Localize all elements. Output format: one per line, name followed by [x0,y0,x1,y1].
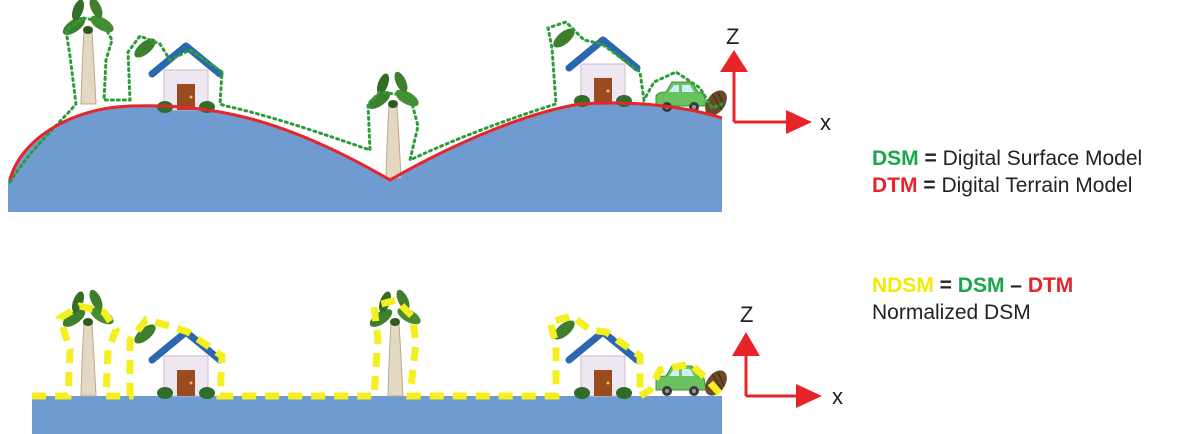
ndsm-dsm: DSM [957,274,1005,297]
palm-tree-icon [364,69,422,179]
legend-top: DSM = Digital Surface Model DTM = Digita… [872,145,1142,199]
dsm-outline [8,16,724,184]
bottom-panel: Z x [32,287,843,434]
ndsm-eq: = [933,274,958,297]
dtm-sep: = [917,174,942,197]
axis-top: Z x [720,24,831,135]
z-axis-label: Z [726,24,739,49]
ndsm-dtm: DTM [1027,274,1074,297]
terrain-bottom [32,396,722,434]
ndsm-abbr: NDSM [872,274,934,297]
dtm-line [8,101,723,182]
axis-bottom: Z x [732,302,843,409]
x-axis-label: x [832,384,843,409]
ndsm-caption: Normalized DSM [872,301,1031,324]
terrain-top [8,102,722,212]
legend-dtm: DTM = Digital Terrain Model [872,172,1142,199]
bush-icon [553,320,575,340]
ndsm-outline [32,296,725,403]
dsm-abbr: DSM [872,147,919,170]
house-icon [152,332,220,399]
top-panel: Z x [8,0,831,212]
dtm-text: Digital Terrain Model [941,174,1133,197]
z-axis-label: Z [740,302,753,327]
legend-dsm: DSM = Digital Surface Model [872,145,1142,172]
palm-tree-icon [41,0,61,14]
legend-bottom: NDSM = DSM – DTM Normalized DSM [872,272,1073,326]
house-icon [569,40,637,107]
ndsm-minus: – [1004,274,1028,297]
house-icon [569,332,637,399]
dsm-text: Digital Surface Model [942,147,1143,170]
bush-icon [134,324,156,344]
house-icon [152,46,220,113]
dsm-sep: = [918,147,943,170]
dtm-abbr: DTM [872,174,918,197]
x-axis-label: x [820,110,831,135]
bush-icon [134,38,156,58]
bush-icon [553,28,575,48]
legend-ndsm: NDSM = DSM – DTM [872,272,1073,299]
